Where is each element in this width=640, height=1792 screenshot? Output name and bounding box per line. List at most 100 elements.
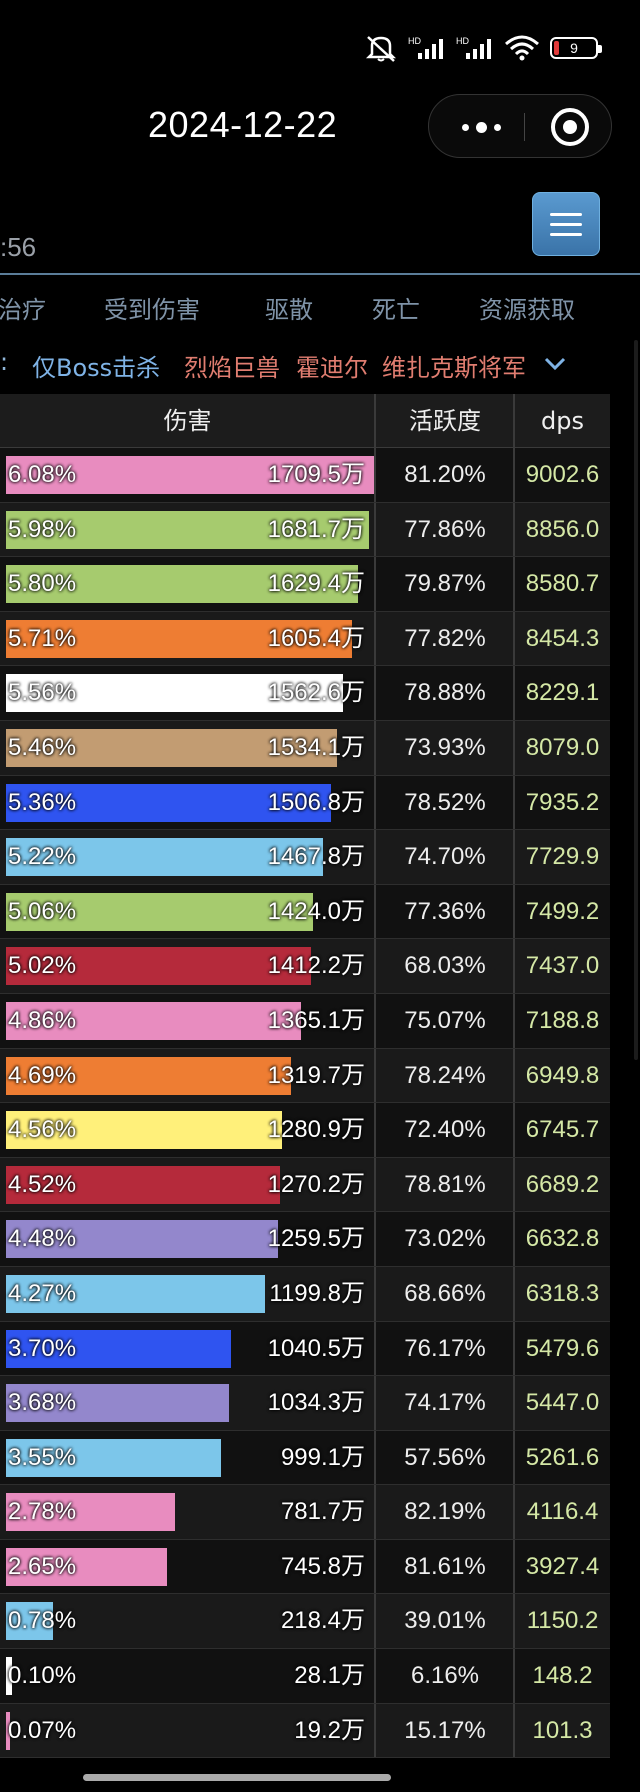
- dps-cell: 101.3: [532, 1716, 593, 1744]
- miniprogram-capsule: [428, 94, 612, 158]
- table-row[interactable]: 4.69% 1319.7万 78.24% 6949.8: [0, 1048, 610, 1104]
- activity-cell: 73.02%: [404, 1225, 486, 1253]
- column-divider: [374, 557, 376, 611]
- table-row[interactable]: 2.78% 781.7万 82.19% 4116.4: [0, 1485, 610, 1540]
- table-row[interactable]: 5.98% 1681.7万 77.86% 8856.0: [0, 502, 610, 558]
- table-row[interactable]: 5.02% 1412.2万 68.03% 7437.0: [0, 939, 610, 994]
- activity-cell: 68.66%: [404, 1279, 486, 1307]
- damage-bar: [6, 510, 369, 549]
- table-row[interactable]: 2.65% 745.8万 81.61% 3927.4: [0, 1539, 610, 1595]
- activity-cell: 76.17%: [404, 1334, 486, 1362]
- dps-cell: 9002.6: [525, 461, 600, 488]
- tab-dispel[interactable]: 驱散: [265, 296, 313, 324]
- damage-amount: 1319.7万: [267, 1061, 365, 1089]
- damage-cell: 5.22% 1467.8万: [0, 830, 375, 884]
- damage-bar: [6, 619, 352, 658]
- tab-healing[interactable]: 治疗: [0, 296, 46, 324]
- filter-boss[interactable]: 维扎克斯将军: [382, 354, 526, 382]
- column-divider: [513, 1539, 515, 1594]
- filter-boss-only[interactable]: 仅Boss击杀: [32, 354, 161, 382]
- tab-damage-taken[interactable]: 受到伤害: [104, 296, 200, 324]
- damage-bar: [6, 674, 343, 713]
- damage-percent: 6.08%: [8, 461, 77, 488]
- damage-bar: [6, 947, 311, 986]
- damage-amount: 19.2万: [294, 1716, 365, 1744]
- activity-cell: 72.40%: [404, 1116, 486, 1144]
- filter-boss[interactable]: 霍迪尔: [296, 354, 368, 382]
- table-row[interactable]: 4.52% 1270.2万 78.81% 6689.2: [0, 1157, 610, 1213]
- timestamp-fragment: :56: [0, 232, 37, 262]
- column-divider: [513, 1048, 515, 1103]
- header-dps[interactable]: dps: [541, 407, 584, 435]
- column-divider: [374, 1594, 376, 1649]
- column-divider: [374, 1103, 376, 1157]
- header-damage[interactable]: 伤害: [163, 407, 212, 435]
- damage-amount: 1534.1万: [267, 733, 365, 761]
- damage-bar: [6, 1001, 301, 1040]
- home-indicator[interactable]: [83, 1774, 391, 1781]
- table-row[interactable]: 0.10% 28.1万 6.16% 148.2: [0, 1649, 610, 1704]
- table-row[interactable]: 3.68% 1034.3万 74.17% 5447.0: [0, 1376, 610, 1431]
- column-divider: [513, 1649, 515, 1703]
- damage-bar: [6, 1438, 221, 1477]
- table-row[interactable]: 0.07% 19.2万 15.17% 101.3: [0, 1703, 610, 1759]
- column-divider: [374, 1430, 376, 1485]
- table-row[interactable]: 4.56% 1280.9万 72.40% 6745.7: [0, 1103, 610, 1158]
- damage-bar: [6, 1274, 265, 1313]
- menu-button[interactable]: [532, 192, 600, 256]
- scrollbar[interactable]: [634, 340, 638, 1060]
- damage-bar: [6, 456, 375, 494]
- column-divider: [513, 775, 515, 830]
- table-row[interactable]: 5.80% 1629.4万 79.87% 8580.7: [0, 557, 610, 612]
- activity-cell: 77.36%: [404, 897, 486, 925]
- column-divider: [374, 1157, 376, 1212]
- damage-bar: [6, 1165, 280, 1204]
- activity-cell: 57.56%: [404, 1443, 486, 1471]
- damage-cell: 0.07% 19.2万: [0, 1704, 375, 1758]
- filter-boss[interactable]: 烈焰巨兽: [184, 354, 280, 382]
- damage-cell: 5.71% 1605.4万: [0, 612, 375, 666]
- table-row[interactable]: 4.48% 1259.5万 73.02% 6632.8: [0, 1212, 610, 1267]
- activity-cell: 39.01%: [404, 1607, 486, 1635]
- close-target-icon[interactable]: [551, 108, 589, 146]
- damage-cell: 2.78% 781.7万: [0, 1485, 375, 1539]
- dps-cell: 148.2: [532, 1662, 593, 1690]
- table-row[interactable]: 3.70% 1040.5万 76.17% 5479.6: [0, 1321, 610, 1377]
- table-row[interactable]: 5.46% 1534.1万 73.93% 8079.0: [0, 720, 610, 776]
- table-row[interactable]: 3.55% 999.1万 57.56% 5261.6: [0, 1430, 610, 1486]
- chevron-down-icon[interactable]: [542, 350, 568, 376]
- damage-cell: 5.80% 1629.4万: [0, 557, 375, 611]
- column-divider: [513, 1157, 515, 1212]
- damage-cell: 0.78% 218.4万: [0, 1594, 375, 1648]
- table-row[interactable]: 0.78% 218.4万 39.01% 1150.2: [0, 1594, 610, 1650]
- header-activity[interactable]: 活跃度: [409, 407, 481, 435]
- dps-cell: 4116.4: [526, 1498, 599, 1526]
- more-icon[interactable]: [453, 117, 509, 137]
- table-row[interactable]: 5.36% 1506.8万 78.52% 7935.2: [0, 775, 610, 831]
- dps-cell: 8580.7: [525, 570, 600, 598]
- table-row[interactable]: 6.08% 1709.5万 81.20% 9002.6: [0, 448, 610, 503]
- signal-icon: HD: [456, 36, 491, 59]
- damage-percent: 0.10%: [8, 1662, 77, 1690]
- table-row[interactable]: 4.27% 1199.8万 68.66% 6318.3: [0, 1266, 610, 1322]
- table-row[interactable]: 5.22% 1467.8万 74.70% 7729.9: [0, 830, 610, 885]
- damage-cell: 5.06% 1424.0万: [0, 885, 375, 939]
- tab-deaths[interactable]: 死亡: [372, 296, 420, 324]
- table-row[interactable]: 4.86% 1365.1万 75.07% 7188.8: [0, 993, 610, 1049]
- damage-cell: 3.70% 1040.5万: [0, 1322, 375, 1376]
- damage-cell: 5.02% 1412.2万: [0, 939, 375, 993]
- column-divider: [374, 1649, 376, 1703]
- tab-resources[interactable]: 资源获取: [479, 296, 575, 324]
- damage-bar: [6, 1493, 175, 1532]
- activity-cell: 78.88%: [404, 679, 486, 707]
- table-row[interactable]: 5.56% 1562.6万 78.88% 8229.1: [0, 666, 610, 721]
- column-divider: [374, 1048, 376, 1103]
- column-divider: [513, 993, 515, 1048]
- damage-cell: 4.69% 1319.7万: [0, 1049, 375, 1103]
- status-bar: HD HD 9: [364, 28, 602, 68]
- damage-amount: 1681.7万: [267, 515, 365, 543]
- table-row[interactable]: 5.71% 1605.4万 77.82% 8454.3: [0, 611, 610, 667]
- column-divider: [513, 557, 515, 611]
- table-row[interactable]: 5.06% 1424.0万 77.36% 7499.2: [0, 884, 610, 940]
- column-divider: [513, 502, 515, 557]
